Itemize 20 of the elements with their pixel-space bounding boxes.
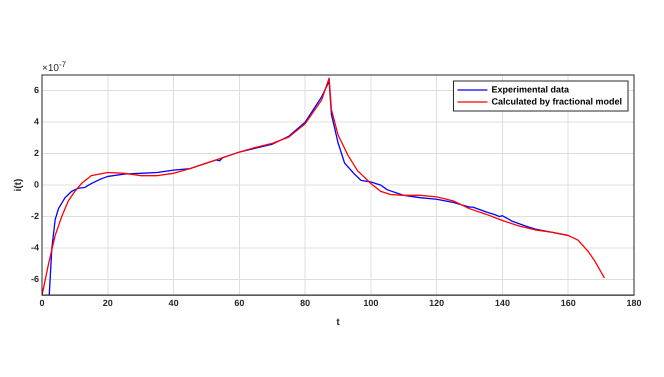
y-tick-label: 4: [34, 116, 39, 127]
x-tick-label: 160: [560, 298, 576, 308]
y-tick-label: -4: [30, 242, 39, 252]
x-tick-label: 80: [300, 298, 310, 308]
y-tick-label: 0: [34, 180, 39, 190]
x-tick-label: 60: [234, 298, 244, 308]
x-tick-label: 180: [626, 298, 642, 308]
x-tick-label: 20: [102, 298, 113, 308]
x-tick-label: 40: [168, 298, 179, 308]
legend-label: Experimental data: [491, 84, 570, 94]
y-tick-label: -2: [30, 211, 39, 222]
y-tick-label: 2: [34, 148, 39, 158]
x-tick-label: 140: [494, 298, 510, 308]
x-tick-label: 120: [429, 298, 444, 308]
legend-label: Calculated by fractional model: [491, 96, 622, 106]
y-axis-title: i(t): [12, 178, 24, 192]
x-tick-label: 100: [363, 298, 378, 308]
x-axis-title: t: [336, 316, 340, 328]
y-tick-label: -6: [30, 274, 39, 284]
y-tick-label: 6: [34, 85, 39, 96]
